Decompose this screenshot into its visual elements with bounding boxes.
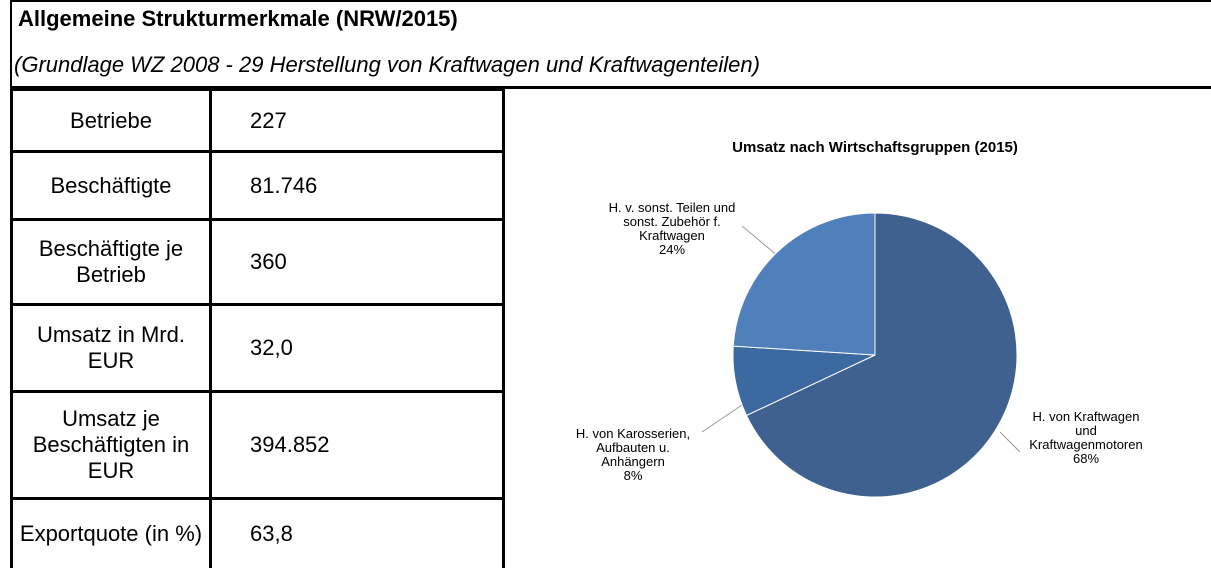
table-row: Beschäftigte 81.746: [10, 150, 505, 221]
row-value: 360: [209, 218, 505, 306]
slice-percent: 24%: [658, 242, 686, 257]
pie-slice: [732, 212, 876, 356]
leader-line: [701, 404, 743, 433]
chart-title: Umsatz nach Wirtschaftsgruppen (2015): [732, 139, 1018, 156]
slice-name: H. von Karosserien, Aufbauten u. Anhänge…: [575, 426, 691, 469]
title: Allgemeine Strukturmerkmale (NRW/2015): [18, 6, 458, 31]
slice-label: H. von Karosserien, Aufbauten u. Anhänge…: [566, 427, 700, 483]
slice-label: H. von Kraftwagen und Kraftwagenmotoren 6…: [1020, 410, 1152, 466]
row-label: Beschäftigte je Betrieb: [10, 218, 212, 306]
leader-line: [999, 431, 1021, 453]
slice-label: H. v. sonst. Teilen und sonst. Zubehör f…: [608, 201, 736, 257]
table: Betriebe 227 Beschäftigte 81.746 Beschäftigt…: [10, 88, 505, 568]
row-value: 394.852: [209, 390, 505, 500]
slice-name: H. von Kraftwagen und Kraftwagenmotoren: [1029, 409, 1143, 452]
leader-line: [741, 225, 779, 257]
row-label: Exportquote (in %): [10, 497, 212, 568]
table-row: Betriebe 227: [10, 88, 505, 153]
row-label: Betriebe: [10, 88, 212, 153]
table-row: Exportquote (in %) 63,8: [10, 497, 505, 568]
slice-percent: 68%: [1072, 451, 1100, 466]
pie-slice: [745, 212, 1018, 498]
row-value: 63,8: [209, 497, 505, 568]
row-value: 81.746: [209, 150, 505, 221]
divider: [10, 86, 1211, 89]
table-row: Umsatz je Beschäftigten in EUR 394.852: [10, 390, 505, 500]
slice-name: H. v. sonst. Teilen und sonst. Zubehör f…: [608, 200, 736, 243]
row-label: Umsatz je Beschäftigten in EUR: [10, 390, 212, 500]
row-value: 227: [209, 88, 505, 153]
table-row: Umsatz in Mrd. EUR 32,0: [10, 303, 505, 393]
row-label: Umsatz in Mrd. EUR: [10, 303, 212, 393]
row-label: Beschäftigte: [10, 150, 212, 221]
subtitle: (Grundlage WZ 2008 - 29 Herstellung von …: [14, 52, 760, 77]
slice-percent: 8%: [623, 468, 643, 483]
row-value: 32,0: [209, 303, 505, 393]
table-row: Beschäftigte je Betrieb 360: [10, 218, 505, 306]
